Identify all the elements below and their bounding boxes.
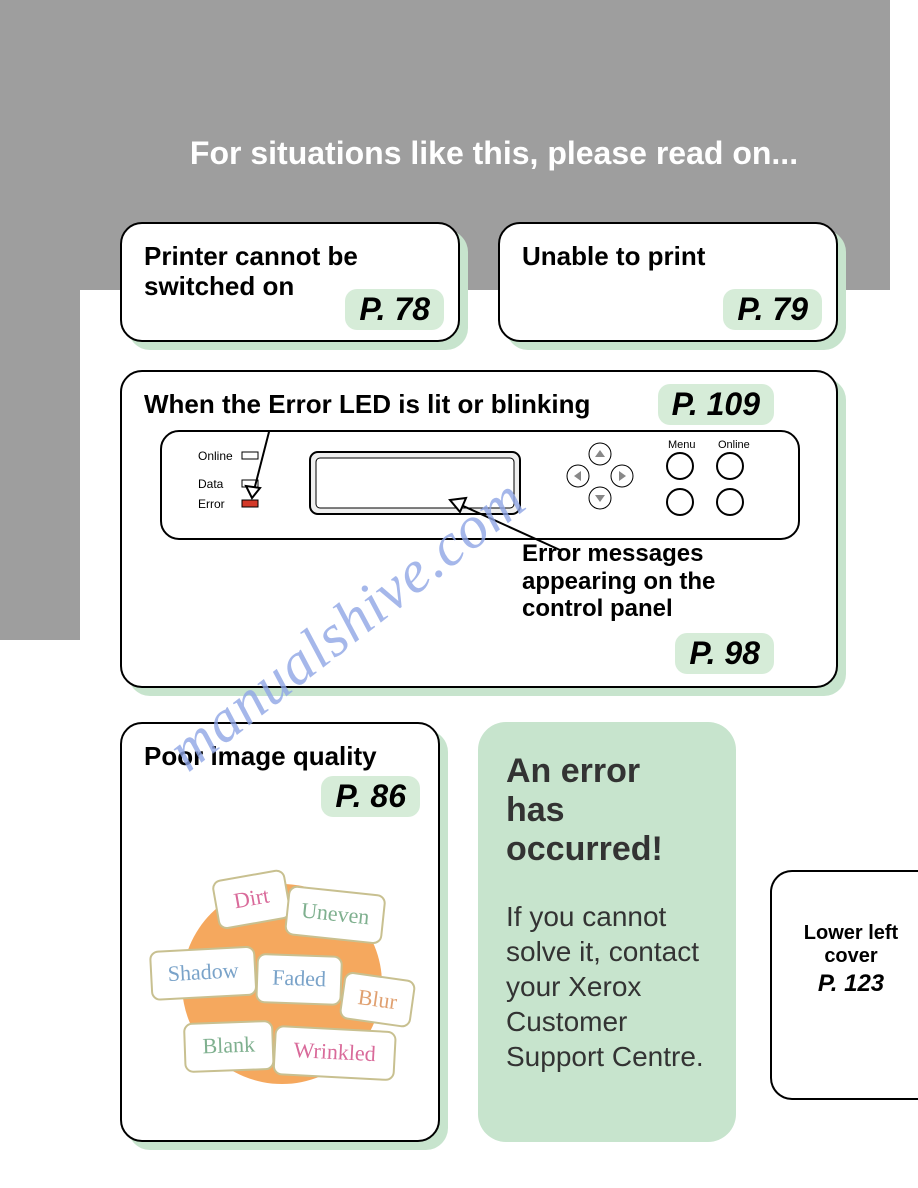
callout-page[interactable]: P. 123 (786, 970, 916, 998)
page-title: For situations like this, please read on… (130, 135, 858, 172)
label-error: Error (198, 497, 225, 511)
svg-text:Faded: Faded (272, 965, 327, 992)
card-unable-print: Unable to print P. 79 (498, 222, 838, 342)
quality-tiles-illustration: Dirt Uneven Shadow Faded Blur Blank Wrin… (132, 844, 432, 1124)
callout-line2: cover (786, 945, 916, 968)
page-ref-badge[interactable]: P. 109 (658, 384, 774, 425)
page-ref-badge[interactable]: P. 79 (723, 289, 822, 330)
card-title: Poor image quality (144, 742, 416, 772)
error-title: An error has occurred! (506, 752, 708, 869)
card-title: Unable to print (522, 242, 814, 272)
label-online: Online (198, 449, 233, 463)
label-menu: Menu (668, 439, 696, 451)
card-error-led: When the Error LED is lit or blinking P.… (120, 370, 838, 688)
label-online-btn: Online (718, 439, 750, 451)
card-poor-image: Poor image quality P. 86 Dirt Uneven Sha… (120, 722, 440, 1142)
header-side-strip (0, 0, 80, 640)
page-ref-badge[interactable]: P. 86 (321, 776, 420, 817)
callout-line1: Lower left (786, 922, 916, 945)
side-callout: Lower left cover P. 123 (786, 922, 916, 998)
error-callout-box: An error has occurred! If you cannot sol… (478, 722, 736, 1142)
panel-caption: Error messages appearing on the control … (522, 540, 802, 623)
svg-text:Blank: Blank (202, 1032, 255, 1059)
card-cannot-switch: Printer cannot be switched on P. 78 (120, 222, 460, 342)
svg-text:Wrinkled: Wrinkled (293, 1037, 376, 1066)
page-ref-badge[interactable]: P. 78 (345, 289, 444, 330)
page-ref-badge[interactable]: P. 98 (675, 633, 774, 674)
error-body: If you cannot solve it, contact your Xer… (506, 899, 708, 1074)
label-data: Data (198, 477, 224, 491)
card-partial-right: Lower left cover P. 123 (770, 870, 918, 1100)
card-title: When the Error LED is lit or blinking (144, 390, 590, 420)
svg-text:Shadow: Shadow (167, 957, 239, 986)
